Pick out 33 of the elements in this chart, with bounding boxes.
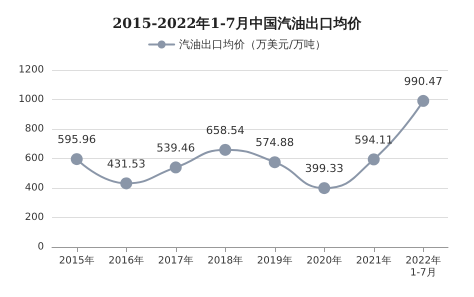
data-label: 574.88 — [256, 136, 294, 150]
x-tick-label: 2019年 — [257, 254, 292, 266]
x-tick-label: 2020年 — [306, 254, 342, 266]
data-label: 990.47 — [404, 74, 442, 88]
point — [417, 94, 430, 107]
point — [219, 144, 232, 156]
y-tick-label: 800 — [24, 124, 44, 134]
point — [268, 156, 281, 168]
point — [70, 153, 83, 166]
data-label: 431.53 — [107, 157, 146, 170]
data-label: 399.33 — [305, 162, 344, 176]
y-tick-label: 200 — [24, 212, 44, 223]
x-tick-label: 2016年 — [108, 254, 144, 266]
point — [368, 153, 380, 166]
data-label: 595.96 — [58, 133, 96, 146]
legend-label: 汽油出口均价（万美元/万吨） — [179, 38, 326, 51]
y-tick-label: 600 — [24, 153, 44, 164]
y-tick-label: 0 — [38, 242, 44, 252]
point — [318, 182, 330, 194]
data-label: 539.46 — [156, 141, 195, 154]
y-tick-label: 1200 — [18, 64, 44, 76]
y-tick-label: 1000 — [18, 94, 44, 105]
x-tick-label: 2015年 — [59, 254, 94, 266]
x-tick-label: 2021年 — [356, 254, 392, 266]
data-label: 594.11 — [354, 133, 393, 146]
x-tick-label: 2017年 — [158, 254, 194, 266]
point — [120, 177, 132, 190]
chart-title: 2015-2022年1-7月中国汽油出口均价 — [112, 16, 363, 32]
data-label: 658.54 — [206, 124, 244, 137]
y-tick-label: 400 — [24, 182, 44, 194]
x-tick-label: 2018年 — [208, 254, 243, 266]
x-tick-label: 2022年 1-7月 — [406, 254, 441, 278]
point — [170, 161, 182, 174]
